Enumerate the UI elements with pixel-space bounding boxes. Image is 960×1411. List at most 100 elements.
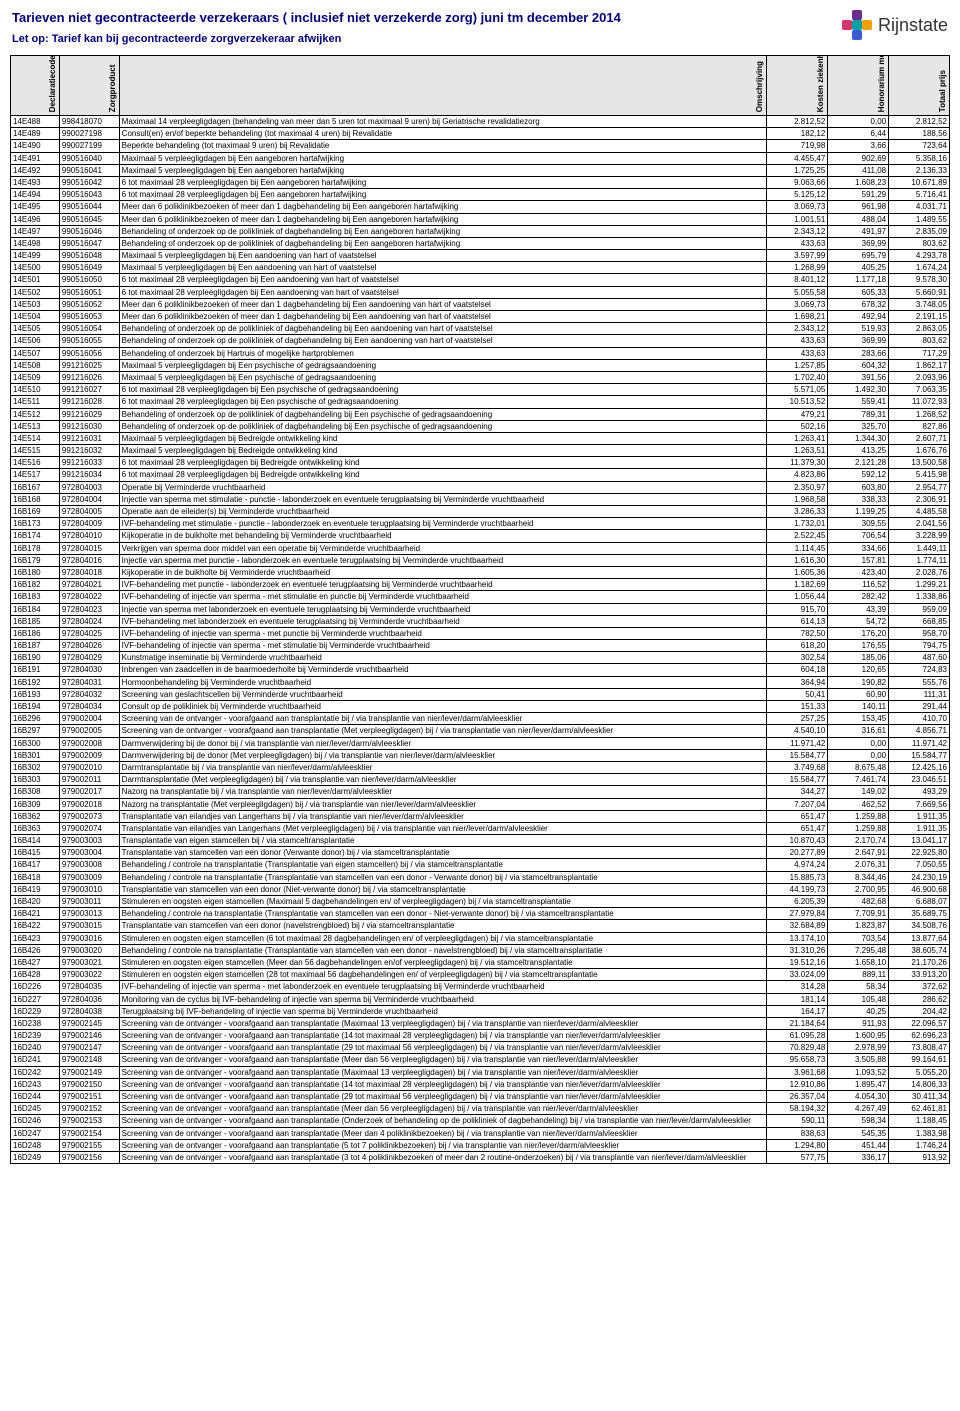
table-row: 14E5179912160346 tot maximaal 28 verplee…: [11, 469, 950, 481]
cell-decl: 14E501: [11, 274, 60, 286]
cell-kosten: 182,12: [767, 128, 828, 140]
table-row: 16D240979002147Screening van de ontvange…: [11, 1042, 950, 1054]
table-row: 16B183972804022IVF-behandeling of inject…: [11, 591, 950, 603]
cell-zorg: 991216028: [59, 396, 119, 408]
cell-kosten: 1.114,45: [767, 542, 828, 554]
table-row: 16B168972804004Injectie van sperma met s…: [11, 493, 950, 505]
table-row: 14E506990516055Behandeling of onderzoek …: [11, 335, 950, 347]
cell-tot: 21.170,26: [889, 956, 950, 968]
table-row: 16B421979003013Behandeling / controle na…: [11, 908, 950, 920]
table-row: 14E515991216032Maximaal 5 verpleegligdag…: [11, 445, 950, 457]
cell-kosten: 10.870,43: [767, 835, 828, 847]
cell-decl: 16D241: [11, 1054, 60, 1066]
cell-tot: 111,31: [889, 688, 950, 700]
cell-oms: Injectie van sperma met labonderzoek en …: [119, 603, 767, 615]
cell-oms: Screening van de ontvanger - voorafgaand…: [119, 1017, 767, 1029]
cell-zorg: 990516047: [59, 237, 119, 249]
table-row: 14E5109912160276 tot maximaal 28 verplee…: [11, 384, 950, 396]
cell-hon: 2.076,31: [828, 859, 889, 871]
cell-kosten: 44.199,73: [767, 883, 828, 895]
table-row: 14E498990516047Behandeling of onderzoek …: [11, 237, 950, 249]
cell-kosten: 33.024,09: [767, 969, 828, 981]
cell-decl: 16B301: [11, 749, 60, 761]
cell-oms: Kijkoperatie in de buikholte met behande…: [119, 530, 767, 542]
table-row: 14E5029905160516 tot maximaal 28 verplee…: [11, 286, 950, 298]
cell-zorg: 990516052: [59, 298, 119, 310]
cell-tot: 2.041,56: [889, 518, 950, 530]
cell-tot: 9.578,30: [889, 274, 950, 286]
cell-decl: 16D244: [11, 1091, 60, 1103]
cell-oms: Behandeling of onderzoek op de poliklini…: [119, 420, 767, 432]
table-row: 16B167972804003Operatie bij Verminderde …: [11, 481, 950, 493]
cell-zorg: 972804024: [59, 615, 119, 627]
cell-decl: 16B417: [11, 859, 60, 871]
cell-zorg: 972804005: [59, 506, 119, 518]
cell-kosten: 502,16: [767, 420, 828, 432]
cell-kosten: 1.605,36: [767, 566, 828, 578]
table-row: 14E4939905160426 tot maximaal 28 verplee…: [11, 176, 950, 188]
col-declaratiecode: Declaratiecode: [11, 56, 60, 116]
cell-decl: 16B174: [11, 530, 60, 542]
cell-decl: 14E488: [11, 116, 60, 128]
cell-hon: 591,29: [828, 189, 889, 201]
cell-hon: 2.647,91: [828, 847, 889, 859]
cell-oms: Screening van de ontvanger - voorafgaand…: [119, 1042, 767, 1054]
cell-kosten: 20.277,89: [767, 847, 828, 859]
cell-oms: Darmverwijdering bij de donor bij / via …: [119, 737, 767, 749]
cell-hon: 1.823,87: [828, 920, 889, 932]
cell-zorg: 979002073: [59, 810, 119, 822]
cell-decl: 16D240: [11, 1042, 60, 1054]
cell-hon: 1.600,95: [828, 1030, 889, 1042]
cell-tot: 22.925,80: [889, 847, 950, 859]
cell-kosten: 344,27: [767, 786, 828, 798]
cell-tot: 1.746,24: [889, 1139, 950, 1151]
table-row: 16B422979003015Transplantatie van stamce…: [11, 920, 950, 932]
table-row: 16D247979002154Screening van de ontvange…: [11, 1127, 950, 1139]
cell-kosten: 32.684,89: [767, 920, 828, 932]
cell-tot: 3.228,99: [889, 530, 950, 542]
cell-decl: 16B303: [11, 774, 60, 786]
cell-kosten: 257,25: [767, 713, 828, 725]
logo-name: Rijnstate: [878, 15, 948, 36]
cell-decl: 16B421: [11, 908, 60, 920]
cell-oms: Transplantatie van stamcellen van een do…: [119, 847, 767, 859]
cell-kosten: 1.616,30: [767, 554, 828, 566]
table-row: 14E507990516056Behandeling of onderzoek …: [11, 347, 950, 359]
table-row: 16B296979002004Screening van de ontvange…: [11, 713, 950, 725]
cell-kosten: 2.343,12: [767, 225, 828, 237]
cell-hon: 492,94: [828, 311, 889, 323]
cell-kosten: 1.732,01: [767, 518, 828, 530]
cell-tot: 668,85: [889, 615, 950, 627]
cell-oms: Stimuleren en oogsten eigen stamcellen (…: [119, 932, 767, 944]
cell-tot: 13.877,64: [889, 932, 950, 944]
cell-zorg: 990516054: [59, 323, 119, 335]
cell-oms: 6 tot maximaal 28 verpleegligdagen bij E…: [119, 274, 767, 286]
cell-zorg: 972804029: [59, 652, 119, 664]
cell-kosten: 3.597,99: [767, 250, 828, 262]
cell-tot: 22.096,57: [889, 1017, 950, 1029]
cell-zorg: 990516046: [59, 225, 119, 237]
cell-tot: 291,44: [889, 701, 950, 713]
cell-zorg: 990516040: [59, 152, 119, 164]
cell-zorg: 998418070: [59, 116, 119, 128]
cell-oms: Behandeling of onderzoek op de poliklini…: [119, 225, 767, 237]
cell-decl: 14E492: [11, 164, 60, 176]
cell-oms: 6 tot maximaal 28 verpleegligdagen bij E…: [119, 286, 767, 298]
cell-hon: 488,04: [828, 213, 889, 225]
cell-kosten: 3.749,68: [767, 761, 828, 773]
cell-zorg: 979002009: [59, 749, 119, 761]
table-row: 16B415979003004Transplantatie van stamce…: [11, 847, 950, 859]
cell-kosten: 15.584,77: [767, 749, 828, 761]
cell-zorg: 991216030: [59, 420, 119, 432]
cell-tot: 12.425,16: [889, 761, 950, 773]
cell-tot: 2.191,15: [889, 311, 950, 323]
cell-oms: Behandeling of onderzoek op de poliklini…: [119, 237, 767, 249]
cell-hon: 592,12: [828, 469, 889, 481]
cell-hon: 283,66: [828, 347, 889, 359]
cell-zorg: 979003015: [59, 920, 119, 932]
cell-decl: 16B185: [11, 615, 60, 627]
cell-tot: 4.293,78: [889, 250, 950, 262]
cell-decl: 14E494: [11, 189, 60, 201]
cell-hon: 789,31: [828, 408, 889, 420]
cell-oms: Maximaal 5 verpleegligdagen bij Bedreigd…: [119, 432, 767, 444]
